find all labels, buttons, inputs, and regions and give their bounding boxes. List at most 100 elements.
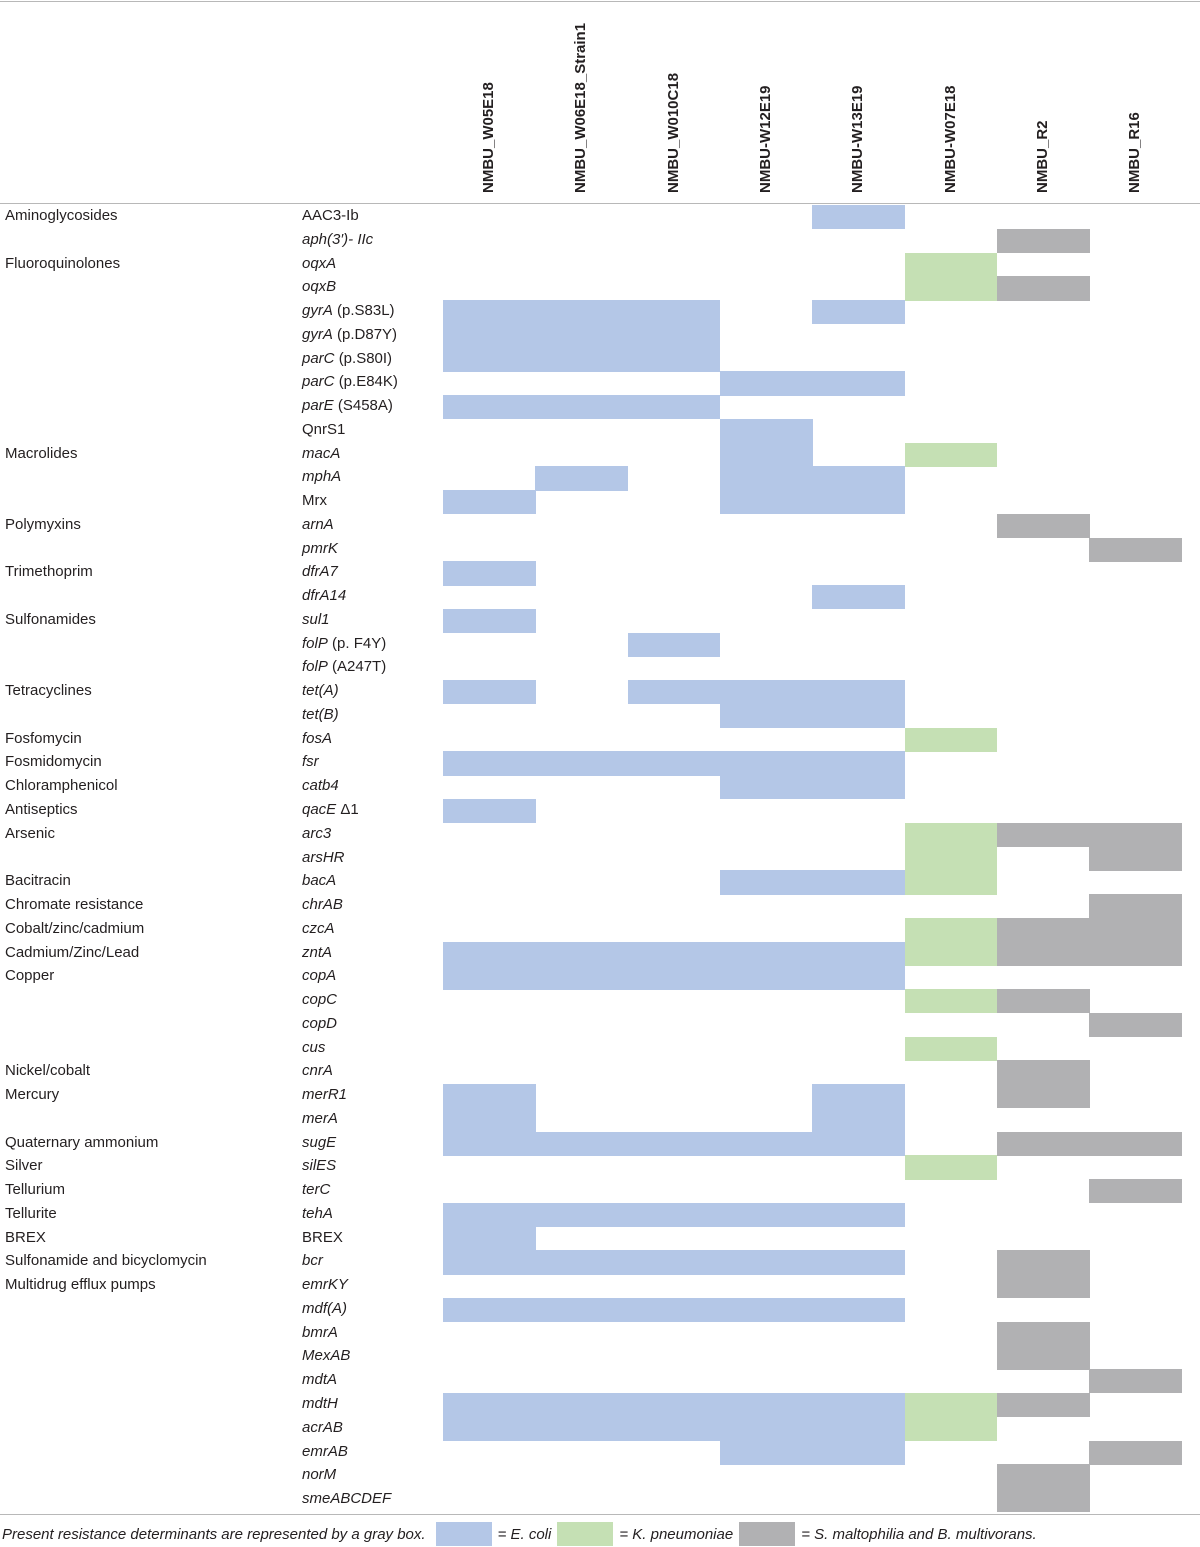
gene-label: cnrA — [302, 1062, 333, 1079]
gene-label: copD — [302, 1015, 337, 1032]
cell — [1089, 1179, 1182, 1204]
cell — [719, 965, 813, 990]
cell — [720, 1155, 813, 1179]
cell — [812, 1037, 905, 1061]
rule — [0, 1, 1200, 2]
cell — [628, 609, 721, 633]
cell — [812, 1322, 905, 1346]
cell — [905, 609, 998, 633]
cell — [535, 870, 628, 894]
cell — [719, 703, 813, 729]
class-label: Tellurium — [5, 1181, 66, 1199]
cell — [719, 1250, 813, 1275]
cell — [535, 751, 629, 776]
cell — [443, 680, 536, 705]
cell — [628, 561, 721, 585]
cell — [905, 680, 998, 704]
cell — [627, 680, 721, 705]
cell — [628, 1037, 721, 1061]
cell — [443, 656, 536, 680]
cell — [443, 1084, 536, 1109]
cell — [812, 395, 905, 419]
cell — [997, 609, 1090, 633]
cell — [905, 585, 998, 609]
gene-name: qacE — [302, 801, 337, 818]
cell — [905, 1322, 998, 1346]
gene-detail: (A247T) — [332, 658, 387, 676]
cell — [535, 1441, 628, 1465]
cell — [1089, 371, 1182, 395]
gene-name: terC — [302, 1181, 331, 1199]
cell — [535, 538, 628, 562]
column-label: NMBU_W05E18 — [480, 82, 498, 193]
cell — [443, 1060, 536, 1084]
cell — [904, 989, 998, 1014]
cell — [905, 1227, 998, 1251]
cell — [443, 1226, 536, 1251]
cell — [996, 513, 1090, 539]
class-label: Trimethoprim — [5, 563, 93, 581]
cell — [719, 680, 813, 705]
gene-name: Mrx — [302, 492, 327, 510]
cell — [1089, 1037, 1182, 1061]
cell — [720, 514, 813, 538]
cell — [904, 1155, 998, 1180]
cell — [443, 229, 536, 253]
class-label: Nickel/cobalt — [5, 1062, 91, 1080]
cell — [997, 656, 1090, 680]
cell — [1089, 1060, 1182, 1084]
cell — [812, 1250, 905, 1275]
cell — [1089, 1131, 1182, 1156]
cell — [1089, 1369, 1182, 1394]
cell — [719, 418, 813, 444]
cell — [535, 799, 628, 823]
cell — [535, 1202, 629, 1228]
gene-name: zntA — [302, 943, 333, 961]
cell — [720, 823, 813, 847]
cell — [443, 466, 536, 490]
cell — [443, 1441, 536, 1465]
cell — [443, 894, 536, 918]
cell — [905, 1369, 998, 1393]
gene-name: silES — [302, 1157, 337, 1175]
class-label: Cadmium/Zinc/Lead — [5, 943, 140, 961]
cell — [996, 1274, 1090, 1299]
cell — [997, 633, 1090, 657]
cell — [443, 371, 536, 395]
gene-name: acrAB — [302, 1418, 343, 1436]
cell — [535, 347, 629, 372]
gene-label: fosA — [302, 730, 332, 747]
cell — [997, 894, 1090, 918]
gene-label: macA — [302, 445, 340, 462]
gene-label: folP (p. F4Y) — [302, 635, 386, 652]
cell — [997, 253, 1090, 277]
cell — [535, 656, 628, 680]
gene-label: oqxA — [302, 255, 336, 272]
cell — [997, 585, 1090, 609]
cell — [443, 395, 536, 420]
cell — [905, 1464, 998, 1488]
class-label: Cobalt/zinc/cadmium — [5, 919, 145, 937]
cell — [535, 1488, 628, 1512]
cell — [720, 1179, 813, 1203]
cell — [535, 466, 629, 491]
gene-label: smeABCDEF — [302, 1490, 391, 1507]
cell — [1089, 1203, 1182, 1227]
cell — [535, 1274, 628, 1298]
cell — [720, 1274, 813, 1298]
cell — [535, 1416, 629, 1441]
cell — [1089, 1322, 1182, 1346]
cell — [628, 704, 721, 728]
gene-label: terC — [302, 1181, 330, 1198]
cell — [1089, 229, 1182, 253]
cell — [812, 1107, 905, 1133]
cell — [719, 1131, 813, 1156]
cell — [1089, 537, 1182, 562]
cell — [905, 965, 998, 989]
gene-name: pmrK — [302, 539, 338, 557]
cell — [1089, 253, 1182, 277]
cell — [628, 1488, 721, 1512]
cell — [996, 1084, 1090, 1109]
cell — [535, 823, 628, 847]
gene-name: sugE — [302, 1133, 337, 1151]
